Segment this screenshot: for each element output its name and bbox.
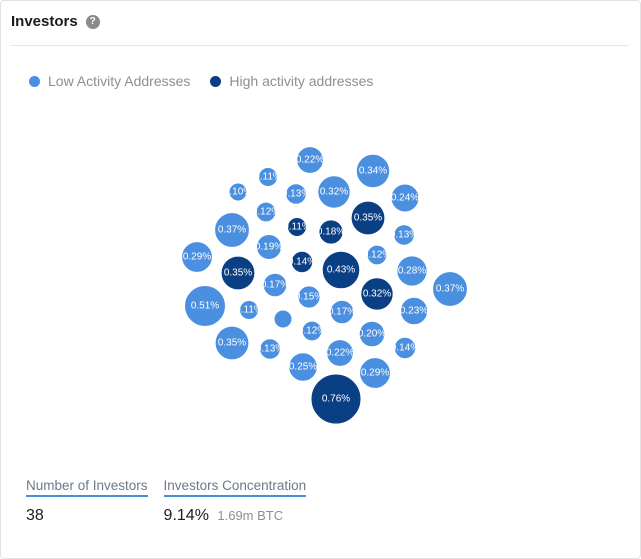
bubble-label-33: 0.22%: [326, 348, 354, 359]
number-of-investors-value: 38: [26, 507, 44, 524]
bubble-label-15: 0.12%: [363, 250, 391, 261]
bubble-label-16: 0.14%: [288, 257, 316, 268]
bubble-20[interactable]: [262, 272, 288, 298]
bubble-3[interactable]: [228, 182, 248, 202]
bubble-29[interactable]: [301, 320, 323, 342]
bubble-19[interactable]: [396, 255, 428, 287]
bubble-14[interactable]: [180, 240, 214, 274]
bubble-label-1: 0.34%: [359, 166, 387, 177]
bubble-label-30: 0.20%: [358, 329, 386, 340]
bubble-label-17: 0.43%: [327, 265, 355, 276]
bubble-32[interactable]: [259, 338, 282, 361]
bubble-label-35: 0.25%: [289, 362, 317, 373]
bubble-label-20: 0.17%: [261, 280, 289, 291]
stat-investors-concentration: Investors Concentration 9.14% 1.69m BTC: [163, 477, 307, 525]
bubble-label-14: 0.29%: [183, 252, 211, 263]
question-circle-icon[interactable]: ?: [85, 14, 100, 29]
bubble-chart: 0.22%0.34%0.11%0.10% 0.13% 0.32%0.24%0.12%…: [180, 145, 469, 425]
bubble-label-3: 0.10%: [224, 187, 252, 198]
bubble-label-31: 0.35%: [218, 338, 246, 349]
bubble-label-7: 0.12%: [252, 207, 280, 218]
investor-stats: Number of Investors 38 Investors Concent…: [26, 477, 307, 525]
bubble-16[interactable]: [290, 250, 314, 274]
stat-number-of-investors: Number of Investors 38: [26, 477, 148, 525]
card-title: Investors: [11, 13, 78, 30]
bubble-33[interactable]: [325, 338, 355, 368]
bubble-7[interactable]: [255, 201, 277, 223]
bubble-label-29: 0.12%: [298, 326, 326, 337]
legend-label-low-activity: Low Activity Addresses: [48, 73, 191, 89]
bubble-label-18: 0.35%: [224, 268, 252, 279]
bubble-17[interactable]: [321, 250, 361, 290]
bubble-13[interactable]: [255, 233, 283, 261]
bubble-0[interactable]: [295, 145, 325, 175]
bubble-36[interactable]: [358, 356, 392, 390]
bubble-label-24: 0.51%: [191, 301, 219, 312]
bubble-label-8: 0.35%: [354, 213, 382, 224]
bubble-24[interactable]: [183, 284, 227, 328]
bubble-label-0: 0.22%: [296, 155, 324, 166]
bubble-label-32: 0.13%: [256, 344, 284, 355]
stat-value-number-of-investors: 38: [26, 507, 148, 525]
bubble-label-22: 0.15%: [295, 292, 323, 303]
bubble-31[interactable]: [214, 325, 250, 361]
bubble-label-12: 0.13%: [390, 230, 418, 241]
legend-dot-low-activity: [29, 75, 40, 87]
bubble-30[interactable]: [358, 320, 386, 348]
bubble-10[interactable]: [286, 216, 308, 238]
bubble-27[interactable]: [329, 299, 355, 325]
bubble-label-4: 0.13%: [282, 189, 310, 200]
bubble-26[interactable]: [273, 309, 293, 329]
bubble-label-27: 0.17%: [328, 307, 356, 318]
bubble-23[interactable]: [360, 277, 394, 311]
bubble-label-10: 0.11%: [283, 222, 311, 233]
stat-value-investors-concentration: 9.14% 1.69m BTC: [164, 507, 307, 525]
bubble-label-25: 0.11%: [235, 305, 263, 316]
bubble-35[interactable]: [288, 352, 319, 383]
legend-item-high-activity[interactable]: High activity addresses: [210, 73, 373, 89]
investors-concentration-value: 9.14%: [163, 507, 209, 524]
bubble-11[interactable]: [318, 219, 344, 245]
bubble-28[interactable]: [399, 296, 429, 326]
bubble-label-5: 0.32%: [320, 187, 348, 198]
bubble-18[interactable]: [220, 255, 256, 291]
bubble-label-2: 0.11%: [254, 172, 282, 183]
chart-legend: Low Activity Addresses High activity add…: [29, 73, 373, 89]
bubble-label-36: 0.29%: [361, 368, 389, 379]
bubble-4[interactable]: [285, 183, 308, 206]
card-header: Investors ?: [11, 13, 100, 30]
bubble-25[interactable]: [238, 299, 260, 321]
bubble-label-19: 0.28%: [398, 266, 426, 277]
bubble-21[interactable]: [431, 270, 469, 308]
legend-dot-high-activity: [210, 75, 222, 87]
bubble-12[interactable]: [393, 224, 416, 247]
bubble-37[interactable]: [310, 373, 362, 425]
bubble-5[interactable]: [317, 175, 351, 209]
stat-label-investors-concentration[interactable]: Investors Concentration: [163, 478, 307, 497]
bubble-label-37: 0.76%: [322, 394, 350, 405]
bubble-label-13: 0.19%: [255, 242, 283, 253]
bubble-15[interactable]: [366, 244, 388, 266]
legend-label-high-activity: High activity addresses: [229, 73, 374, 89]
bubble-label-34: 0.14%: [391, 343, 419, 354]
investors-concentration-btc: 1.69m BTC: [217, 508, 284, 523]
bubble-label-21: 0.37%: [436, 284, 464, 295]
stat-label-number-of-investors[interactable]: Number of Investors: [26, 478, 148, 497]
bubble-8[interactable]: [350, 200, 386, 236]
bubble-label-9: 0.37%: [218, 225, 246, 236]
bubble-2[interactable]: [257, 166, 279, 188]
bubble-6[interactable]: [390, 183, 420, 213]
bubble-34[interactable]: [393, 336, 417, 360]
bubble-label-23: 0.32%: [363, 289, 391, 300]
bubble-22[interactable]: [297, 285, 321, 309]
legend-item-low-activity[interactable]: Low Activity Addresses: [29, 73, 190, 89]
bubble-label-6: 0.24%: [391, 193, 419, 204]
bubble-9[interactable]: [213, 211, 251, 249]
header-divider: [10, 45, 629, 46]
bubble-1[interactable]: [355, 153, 391, 189]
bubble-label-11: 0.18%: [317, 227, 345, 238]
bubble-label-28: 0.23%: [400, 306, 428, 317]
